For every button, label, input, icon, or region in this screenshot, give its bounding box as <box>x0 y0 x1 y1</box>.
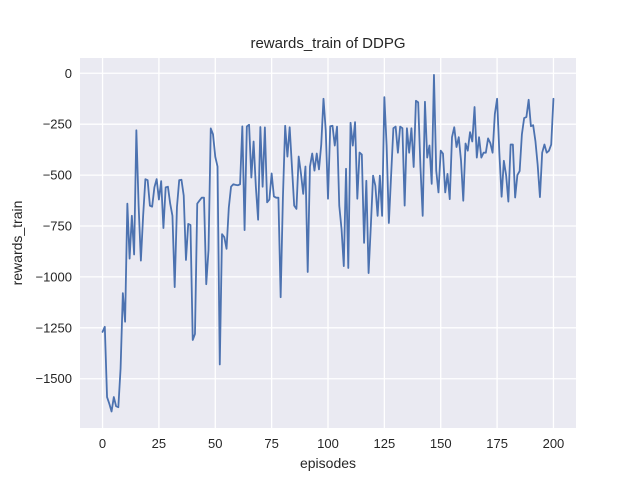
y-axis-label: rewards_train <box>9 201 25 286</box>
x-tick-label: 50 <box>208 436 222 451</box>
x-tick-label: 25 <box>152 436 166 451</box>
y-tick-label: −1000 <box>35 269 72 284</box>
x-tick-label: 0 <box>99 436 106 451</box>
x-tick-label: 125 <box>374 436 396 451</box>
y-tick-label: 0 <box>65 66 72 81</box>
y-tick-label: −250 <box>43 117 72 132</box>
y-tick-label: −750 <box>43 218 72 233</box>
y-tick-label: −500 <box>43 168 72 183</box>
x-tick-label: 175 <box>486 436 508 451</box>
x-tick-labels: 0 25 50 75 100 125 150 175 200 <box>99 436 564 451</box>
x-axis-label: episodes <box>300 455 356 471</box>
y-tick-label: −1250 <box>35 320 72 335</box>
chart-title: rewards_train of DDPG <box>250 35 405 52</box>
series-line-rewards-train <box>101 74 555 413</box>
x-tick-label: 100 <box>317 436 339 451</box>
y-gridlines <box>80 72 576 380</box>
x-tick-label: 75 <box>264 436 278 451</box>
x-tick-label: 150 <box>430 436 452 451</box>
y-tick-labels: 0 −250 −500 −750 −1000 −1250 −1500 <box>35 66 72 386</box>
x-tick-label: 200 <box>543 436 565 451</box>
y-tick-label: −1500 <box>35 371 72 386</box>
